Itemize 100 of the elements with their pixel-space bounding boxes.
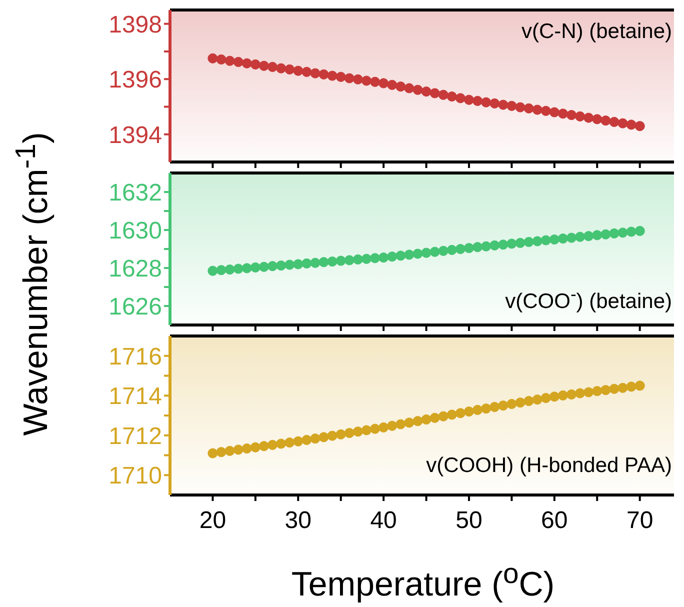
x-axis-title: Temperature ($^{o}$C) — [290, 558, 556, 604]
point — [258, 441, 270, 452]
point — [224, 56, 235, 66]
point — [233, 444, 244, 455]
point — [276, 63, 286, 74]
y-tick-label: 1398 — [108, 11, 162, 38]
point — [540, 235, 551, 246]
point — [549, 234, 560, 245]
point — [336, 429, 346, 440]
point — [421, 248, 432, 258]
point — [233, 56, 244, 68]
y-tick-label: 1630 — [108, 218, 162, 245]
point — [438, 90, 448, 100]
point — [584, 112, 594, 123]
point — [396, 82, 406, 92]
point — [446, 91, 457, 102]
point — [506, 100, 517, 111]
point — [490, 240, 500, 250]
point — [361, 76, 372, 86]
point — [258, 262, 270, 272]
point — [267, 261, 278, 272]
y-tick-label: 1394 — [108, 122, 162, 149]
point — [464, 94, 474, 105]
point — [344, 255, 354, 266]
point — [208, 448, 218, 458]
point — [609, 116, 620, 127]
point — [378, 78, 389, 88]
y-tick-label: 1628 — [108, 256, 162, 283]
point — [224, 264, 235, 275]
point — [412, 416, 423, 426]
point — [566, 389, 577, 400]
point — [592, 114, 602, 124]
point — [412, 248, 423, 259]
point — [600, 385, 611, 396]
point — [498, 400, 508, 411]
point — [267, 440, 278, 450]
point — [276, 260, 286, 271]
point — [558, 234, 568, 244]
point — [361, 425, 372, 436]
point — [524, 396, 534, 406]
point — [404, 250, 414, 260]
point — [609, 384, 620, 394]
y-tick-label: 1716 — [108, 343, 162, 370]
point — [370, 253, 380, 264]
point — [446, 410, 457, 420]
point — [352, 254, 363, 264]
y-tick-label: 1396 — [108, 66, 162, 94]
point — [216, 265, 226, 276]
point — [224, 446, 235, 456]
point — [532, 236, 542, 246]
point — [558, 390, 568, 400]
point — [618, 118, 628, 128]
point — [387, 420, 398, 431]
point — [515, 398, 526, 408]
point — [626, 226, 636, 237]
point — [233, 264, 244, 274]
point — [524, 103, 534, 114]
point — [421, 86, 432, 97]
x-tick-label: 30 — [284, 507, 312, 534]
point — [540, 392, 551, 404]
x-tick-label: 40 — [370, 507, 397, 534]
point — [396, 419, 406, 430]
point — [455, 244, 466, 254]
y-tick-label: 1710 — [108, 462, 162, 490]
point — [361, 254, 372, 264]
point — [481, 241, 492, 252]
point — [216, 447, 226, 458]
point — [634, 226, 645, 236]
point — [618, 228, 628, 238]
point — [284, 437, 295, 448]
point — [584, 231, 594, 242]
point — [626, 120, 636, 130]
point — [438, 246, 448, 256]
x-tick-label: 50 — [456, 507, 482, 534]
point — [387, 252, 398, 262]
point — [387, 80, 398, 90]
point — [430, 412, 440, 423]
point — [336, 72, 346, 82]
point — [540, 106, 551, 116]
point — [472, 242, 483, 252]
point — [310, 434, 320, 444]
point — [284, 260, 295, 270]
point — [634, 121, 645, 132]
point — [302, 434, 312, 445]
point — [378, 422, 389, 432]
point — [258, 60, 270, 71]
y-tick-label: 1712 — [108, 422, 162, 450]
point — [318, 69, 329, 80]
point — [524, 236, 534, 248]
point — [549, 392, 560, 402]
point — [344, 73, 354, 84]
point — [276, 438, 286, 449]
point — [464, 406, 474, 417]
point — [584, 387, 594, 398]
annotation: v(C-N) (betaine) — [521, 20, 672, 44]
point — [421, 414, 432, 425]
point — [344, 428, 354, 438]
point — [404, 418, 414, 428]
x-tick-label: 70 — [626, 507, 654, 534]
point — [208, 53, 218, 64]
